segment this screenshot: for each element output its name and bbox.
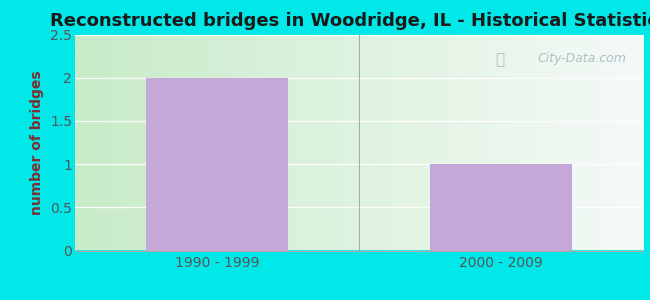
Text: Ⓜ: Ⓜ xyxy=(495,52,504,67)
Bar xyxy=(146,78,288,250)
Text: City-Data.com: City-Data.com xyxy=(538,52,627,65)
Bar xyxy=(430,164,573,250)
Title: Reconstructed bridges in Woodridge, IL - Historical Statistics: Reconstructed bridges in Woodridge, IL -… xyxy=(50,12,650,30)
Y-axis label: number of bridges: number of bridges xyxy=(31,70,44,215)
